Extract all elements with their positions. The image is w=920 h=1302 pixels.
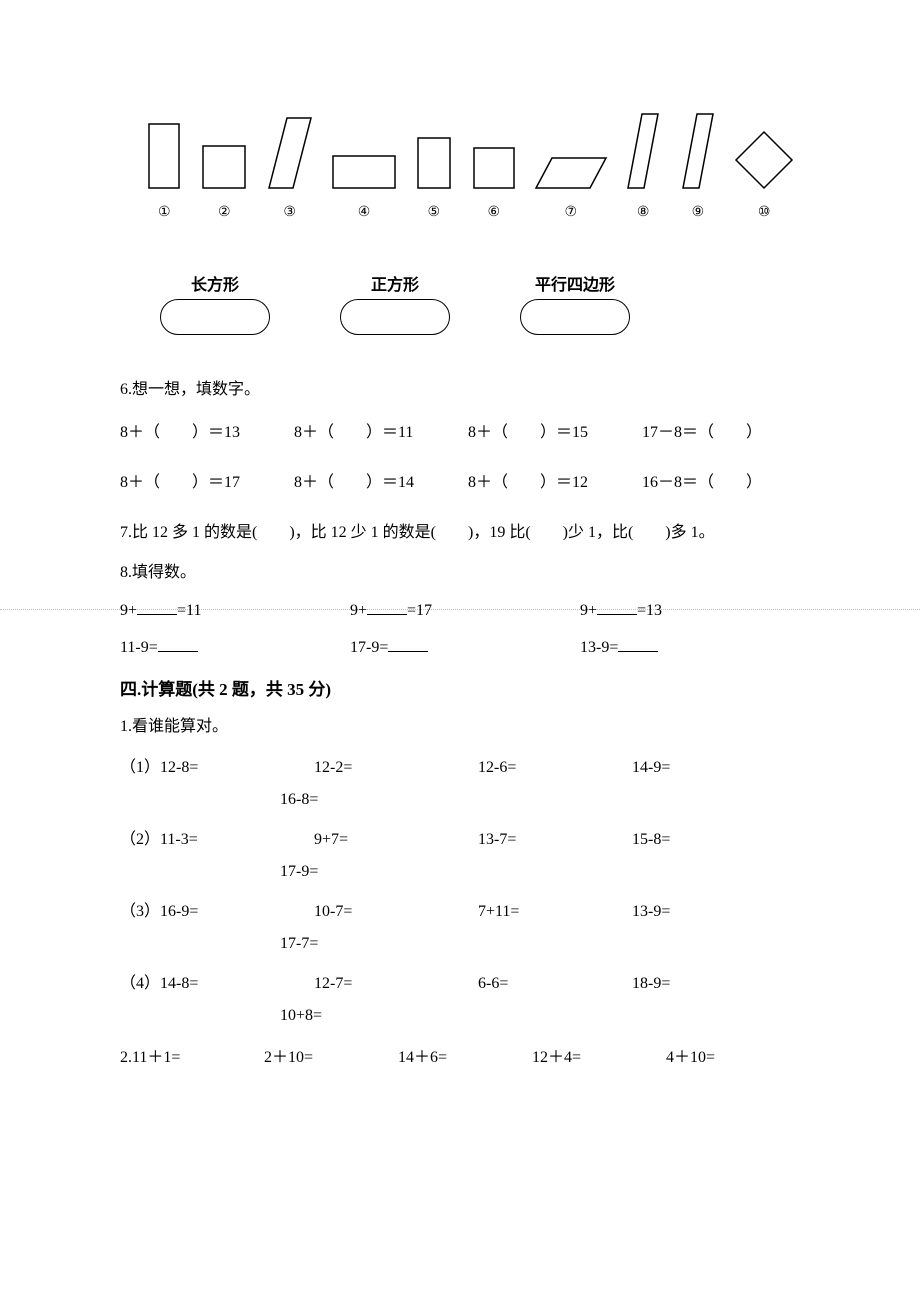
category-rect: 长方形 xyxy=(160,271,270,335)
eq: 8＋（ ）＝11 xyxy=(294,415,464,450)
blank[interactable] xyxy=(367,599,407,615)
calc-group-4: （4）14-8= 12-7= 6-6= 18-9= xyxy=(120,968,800,1000)
answer-slot-para[interactable] xyxy=(520,299,630,335)
eq: 6-6= xyxy=(478,968,628,1000)
shape-num-2: ② xyxy=(218,203,231,220)
eq: 13-9= xyxy=(632,896,670,928)
eq: 12-7= xyxy=(314,968,474,1000)
shape-num-4: ④ xyxy=(358,203,371,220)
calc-group-1b: 16-8= xyxy=(120,784,800,816)
shape-2: ② xyxy=(195,142,254,221)
answer-slot-rect[interactable] xyxy=(160,299,270,335)
q4-1-title: 1.看谁能算对。 xyxy=(120,712,800,742)
category-square: 正方形 xyxy=(340,271,450,335)
eq: 18-9= xyxy=(632,968,670,1000)
shape-6: ⑥ xyxy=(465,144,523,221)
shape-num-1: ① xyxy=(158,203,171,220)
blank[interactable] xyxy=(618,636,658,652)
calc-q2: 2.11＋1= 2＋10= 14＋6= 12＋4= 4＋10= xyxy=(120,1042,800,1074)
eq: =13 xyxy=(637,602,662,619)
eq: 2＋10= xyxy=(264,1042,394,1074)
shape-3: ③ xyxy=(260,114,319,221)
answer-slot-square[interactable] xyxy=(340,299,450,335)
blank[interactable] xyxy=(597,599,637,615)
eq: 12＋4= xyxy=(532,1042,662,1074)
q6-row2: 8＋（ ）＝17 8＋（ ）＝14 8＋（ ）＝12 16－8＝（ ） xyxy=(120,465,800,500)
eq: （1）12-8= xyxy=(120,752,310,784)
q8-row2: 11-9= 17-9= 13-9= xyxy=(120,636,800,657)
blank[interactable] xyxy=(388,636,428,652)
eq: 9+7= xyxy=(314,824,474,856)
cat-label-rect: 长方形 xyxy=(160,271,270,295)
eq: 8＋（ ）＝14 xyxy=(294,465,464,500)
section-4-title: 四.计算题(共 2 题，共 35 分) xyxy=(120,675,800,700)
shape-num-10: ⑩ xyxy=(758,203,771,220)
shape-10: ⑩ xyxy=(728,128,800,221)
eq: 2.11＋1= xyxy=(120,1042,260,1074)
calc-group-4b: 10+8= xyxy=(120,1000,800,1032)
eq: 15-8= xyxy=(632,824,670,856)
shape-5: ⑤ xyxy=(409,134,459,221)
calc-group-3: （3）16-9= 10-7= 7+11= 13-9= xyxy=(120,896,800,928)
shape-4: ④ xyxy=(325,152,402,221)
eq: 14-9= xyxy=(632,752,670,784)
eq: 12-2= xyxy=(314,752,474,784)
eq: 9+ xyxy=(120,602,137,619)
q8-row1: 9+ =11 9+ =17 9+ =13 xyxy=(120,599,800,620)
category-row: 长方形 正方形 平行四边形 xyxy=(160,271,800,335)
eq: 17-7= xyxy=(280,935,318,952)
eq: 7+11= xyxy=(478,896,628,928)
eq: 17－8＝（ ） xyxy=(642,415,762,450)
eq: （3）16-9= xyxy=(120,896,310,928)
eq: 12-6= xyxy=(478,752,628,784)
shape-num-8: ⑧ xyxy=(637,203,650,220)
shape-num-3: ③ xyxy=(283,203,296,220)
eq: 9+ xyxy=(580,602,597,619)
q6-title: 6.想一想，填数字。 xyxy=(120,375,800,405)
shape-9: ⑨ xyxy=(674,110,723,221)
eq: 14＋6= xyxy=(398,1042,528,1074)
eq: 13-9= xyxy=(580,639,618,656)
shape-num-5: ⑤ xyxy=(428,203,441,220)
q7: 7.比 12 多 1 的数是( )，比 12 少 1 的数是( )，19 比( … xyxy=(120,518,800,548)
eq: 11-9= xyxy=(120,639,158,656)
calc-group-2: （2）11-3= 9+7= 13-7= 15-8= xyxy=(120,824,800,856)
cat-label-para: 平行四边形 xyxy=(520,271,630,295)
eq: （4）14-8= xyxy=(120,968,310,1000)
cat-label-square: 正方形 xyxy=(340,271,450,295)
eq: 10-7= xyxy=(314,896,474,928)
calc-group-2b: 17-9= xyxy=(120,856,800,888)
eq: 16-8= xyxy=(280,791,318,808)
eq: 8＋（ ）＝15 xyxy=(468,415,638,450)
eq: 4＋10= xyxy=(666,1042,715,1074)
eq: （2）11-3= xyxy=(120,824,310,856)
shape-num-9: ⑨ xyxy=(692,203,705,220)
category-para: 平行四边形 xyxy=(520,271,630,335)
shape-8: ⑧ xyxy=(619,110,668,221)
shapes-row: ① ② ③ ④ ⑤ ⑥ ⑦ xyxy=(140,110,800,221)
eq: 8＋（ ）＝13 xyxy=(120,415,290,450)
shape-num-7: ⑦ xyxy=(564,203,577,220)
eq: 10+8= xyxy=(280,1007,322,1024)
eq: 13-7= xyxy=(478,824,628,856)
calc-group-3b: 17-7= xyxy=(120,928,800,960)
eq: 8＋（ ）＝17 xyxy=(120,465,290,500)
eq: =11 xyxy=(177,602,201,619)
worksheet-page: ① ② ③ ④ ⑤ ⑥ ⑦ xyxy=(0,0,920,1134)
eq: =17 xyxy=(407,602,432,619)
shape-7: ⑦ xyxy=(529,154,613,221)
q8-title: 8.填得数。 xyxy=(120,558,800,588)
eq: 8＋（ ）＝12 xyxy=(468,465,638,500)
eq: 17-9= xyxy=(350,639,388,656)
blank[interactable] xyxy=(158,636,198,652)
q6-row1: 8＋（ ）＝13 8＋（ ）＝11 8＋（ ）＝15 17－8＝（ ） xyxy=(120,415,800,450)
eq: 16－8＝（ ） xyxy=(642,465,762,500)
blank[interactable] xyxy=(137,599,177,615)
shape-1: ① xyxy=(140,120,189,221)
shape-num-6: ⑥ xyxy=(488,203,501,220)
calc-group-1: （1）12-8= 12-2= 12-6= 14-9= xyxy=(120,752,800,784)
eq: 9+ xyxy=(350,602,367,619)
eq: 17-9= xyxy=(280,863,318,880)
